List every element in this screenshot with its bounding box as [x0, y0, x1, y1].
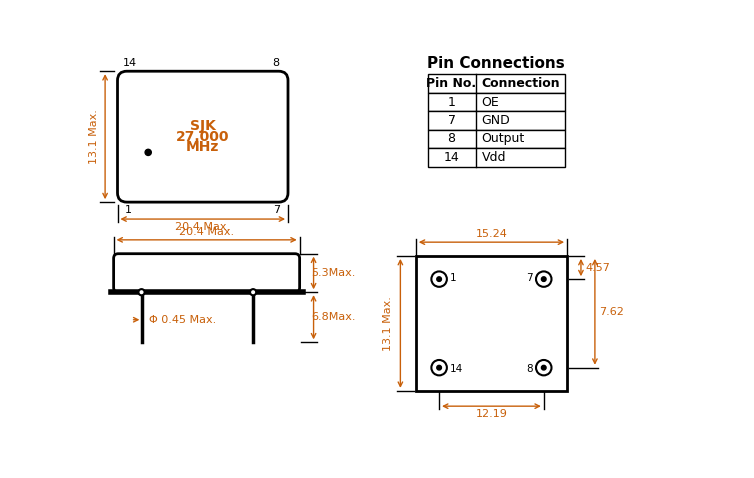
- Text: 7: 7: [448, 114, 455, 127]
- Text: Pin Connections: Pin Connections: [428, 56, 565, 71]
- Text: 8: 8: [448, 132, 455, 145]
- Text: 1: 1: [450, 272, 457, 282]
- Bar: [428, 148, 565, 167]
- Text: 13.1 Max.: 13.1 Max.: [89, 109, 100, 164]
- Text: 7: 7: [274, 205, 280, 215]
- Text: Connection: Connection: [482, 77, 560, 90]
- Circle shape: [139, 289, 145, 295]
- FancyBboxPatch shape: [118, 71, 288, 202]
- Circle shape: [250, 289, 256, 295]
- Text: 15.24: 15.24: [476, 229, 507, 239]
- Text: GND: GND: [482, 114, 510, 127]
- Text: Output: Output: [482, 132, 525, 145]
- Bar: [416, 256, 567, 391]
- Circle shape: [541, 277, 546, 282]
- Text: 4.57: 4.57: [586, 262, 611, 272]
- Text: 6.8Max.: 6.8Max.: [311, 312, 356, 322]
- Text: 14: 14: [443, 151, 459, 164]
- Bar: [428, 74, 565, 93]
- Text: 7: 7: [526, 272, 533, 282]
- Circle shape: [536, 272, 551, 287]
- Circle shape: [541, 365, 546, 370]
- Text: 1: 1: [448, 96, 455, 109]
- Text: 1: 1: [125, 205, 132, 215]
- Circle shape: [431, 360, 447, 375]
- Text: 20.4 Max.: 20.4 Max.: [179, 227, 234, 237]
- Text: Pin No.: Pin No.: [427, 77, 477, 90]
- Text: 14: 14: [123, 58, 137, 68]
- Circle shape: [431, 272, 447, 287]
- FancyBboxPatch shape: [114, 254, 299, 292]
- Text: Vdd: Vdd: [482, 151, 506, 164]
- Text: 12.19: 12.19: [476, 409, 507, 419]
- Text: 8: 8: [526, 364, 533, 374]
- Text: 20.4 Max.: 20.4 Max.: [175, 222, 230, 232]
- Text: 5.3Max.: 5.3Max.: [311, 268, 356, 278]
- Text: SJK: SJK: [190, 119, 216, 133]
- Circle shape: [437, 365, 441, 370]
- Text: 8: 8: [272, 58, 279, 68]
- Bar: [428, 130, 565, 148]
- Text: OE: OE: [482, 96, 499, 109]
- Text: MHz: MHz: [186, 141, 219, 154]
- Text: 13.1 Max.: 13.1 Max.: [383, 296, 393, 351]
- Text: 14: 14: [450, 364, 463, 374]
- Text: 7.62: 7.62: [599, 307, 624, 317]
- Circle shape: [536, 360, 551, 375]
- Circle shape: [437, 277, 441, 282]
- Bar: [428, 93, 565, 111]
- Text: 27.000: 27.000: [176, 130, 229, 144]
- Circle shape: [145, 149, 152, 155]
- Text: Φ 0.45 Max.: Φ 0.45 Max.: [149, 315, 216, 325]
- Bar: [428, 111, 565, 130]
